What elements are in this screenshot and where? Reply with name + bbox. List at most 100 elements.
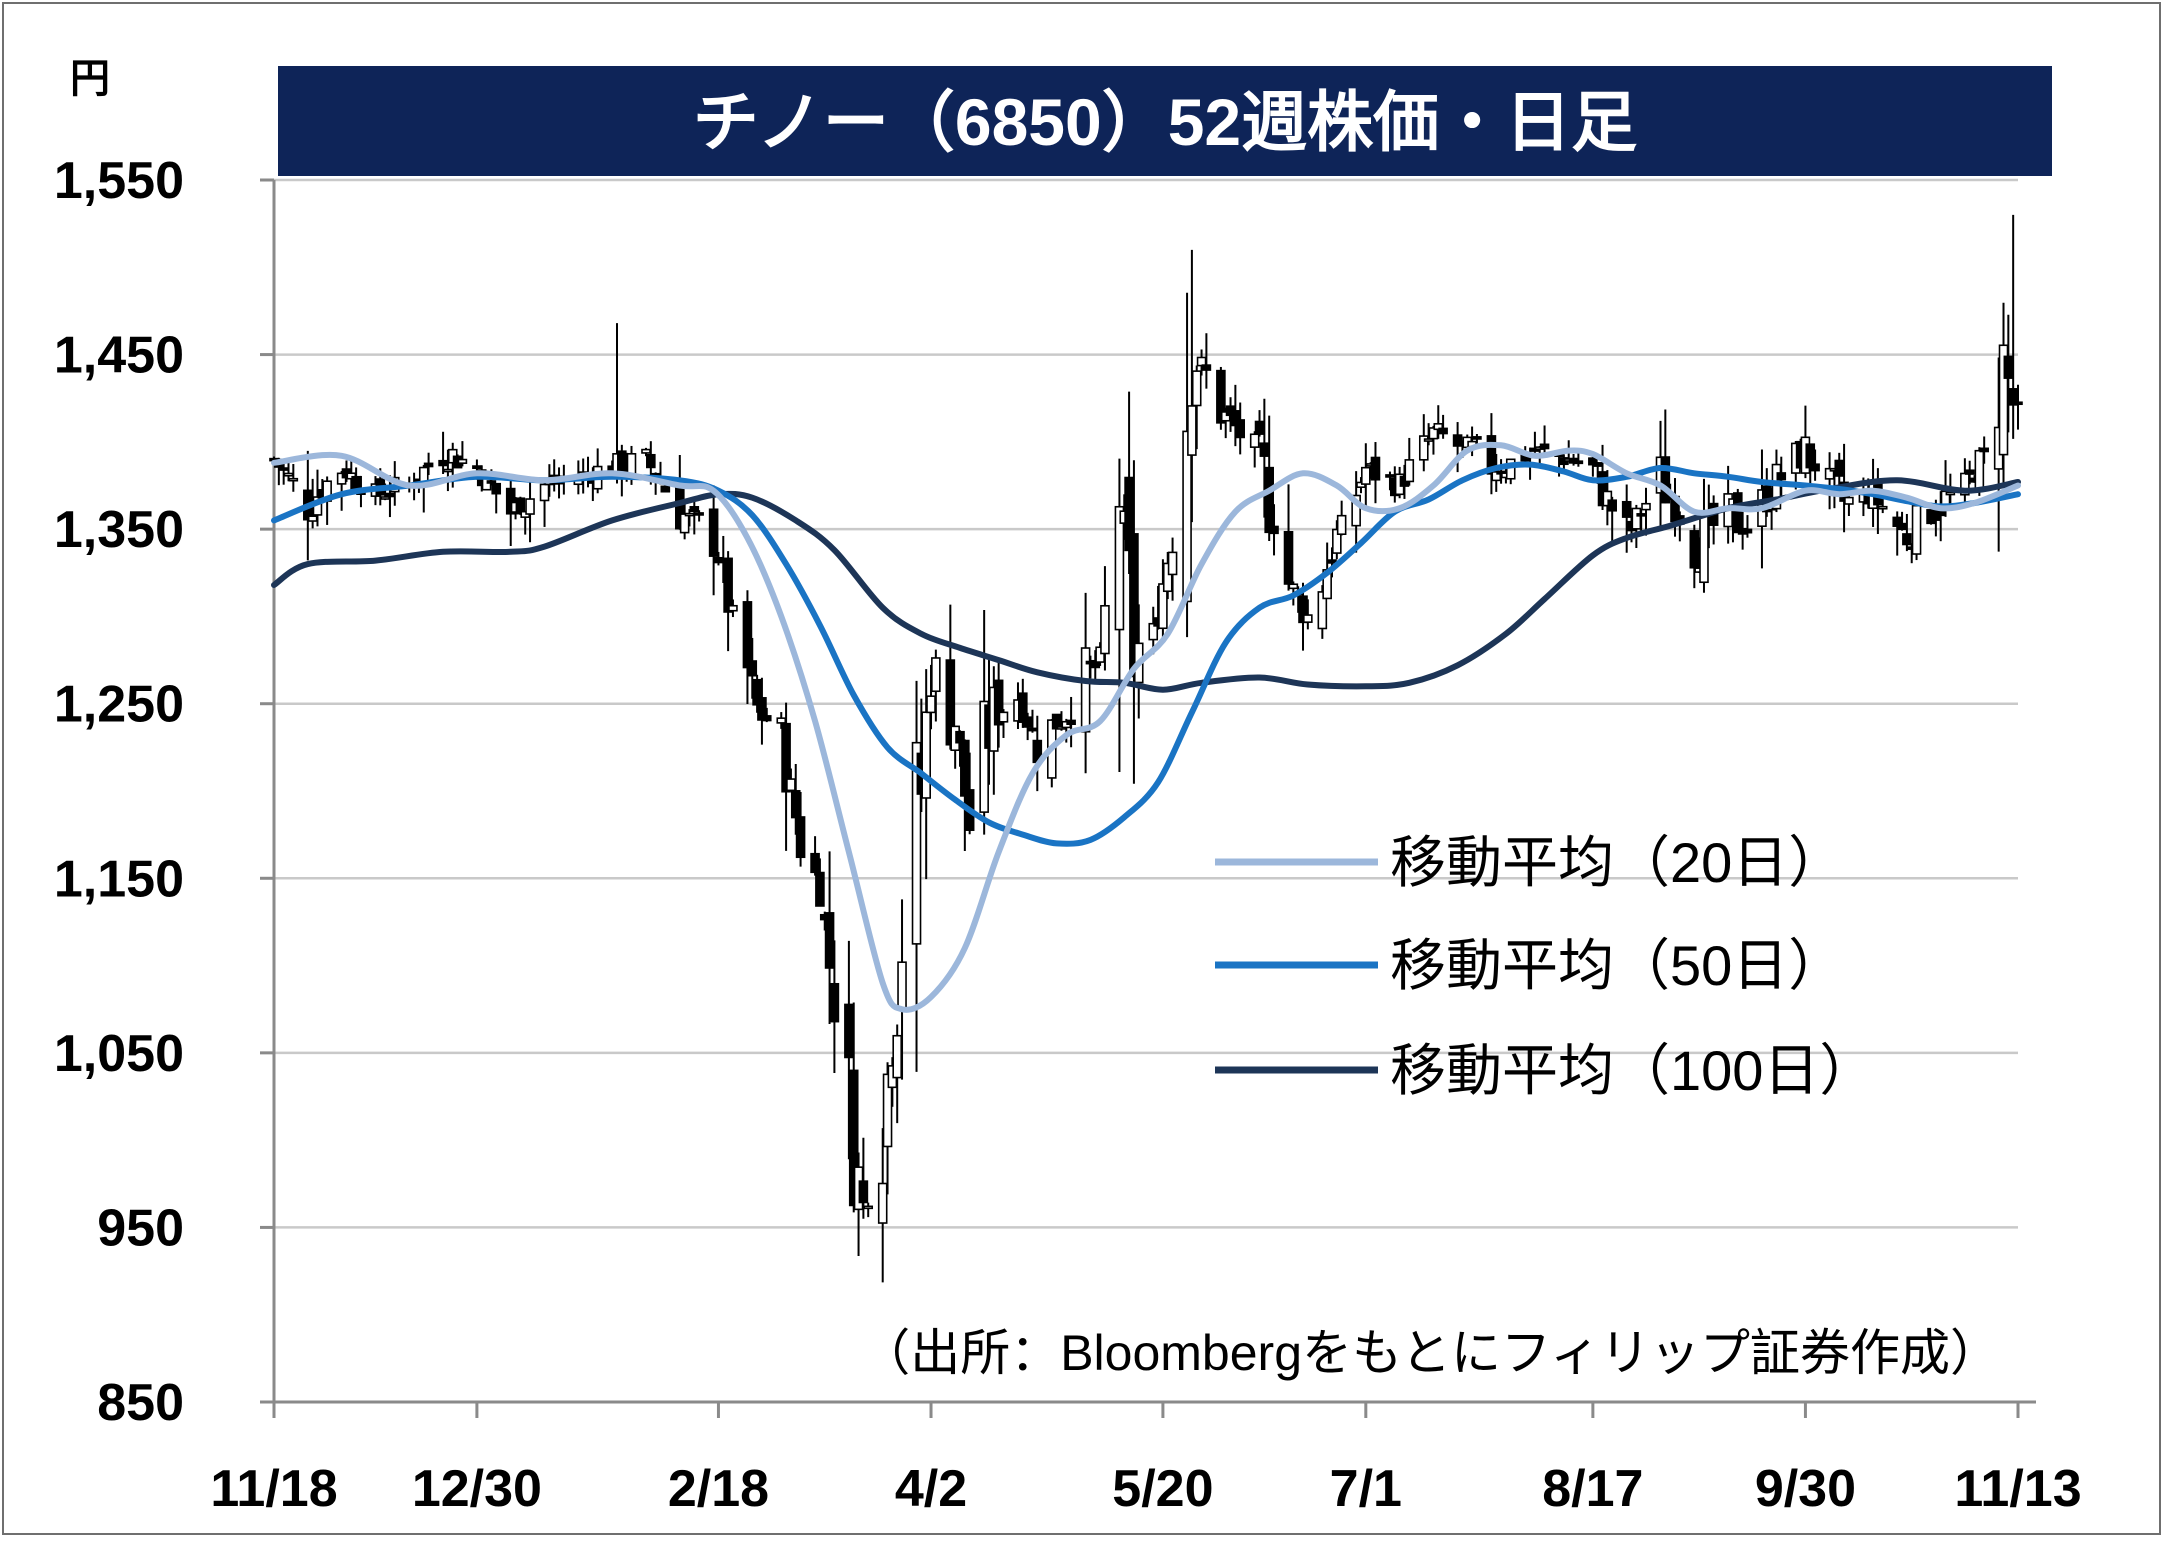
gridlines xyxy=(274,178,2018,1229)
x-tick-label: 8/17 xyxy=(1542,1460,1643,1518)
candle-body xyxy=(1303,614,1313,623)
candle-body xyxy=(1114,505,1125,631)
candle-body xyxy=(921,711,931,799)
candle-body xyxy=(2013,401,2023,406)
candle-body xyxy=(1100,604,1110,655)
candle-body xyxy=(307,515,318,522)
candle-body xyxy=(1935,510,1946,517)
candle-body xyxy=(660,485,671,493)
candle-body xyxy=(1167,551,1178,576)
candle-body xyxy=(882,1073,893,1148)
candle-body xyxy=(815,871,825,907)
candle-body xyxy=(1505,458,1516,480)
candle-body xyxy=(1631,507,1642,530)
candle-body xyxy=(1902,533,1912,546)
candle-body xyxy=(863,1205,874,1210)
candle-body xyxy=(945,659,956,746)
y-tick-label: 1,450 xyxy=(54,327,184,385)
candle-body xyxy=(288,477,299,482)
candle-body xyxy=(486,480,497,484)
candle-body xyxy=(897,961,907,1010)
candle-body xyxy=(1351,494,1361,527)
candle-body xyxy=(761,715,772,722)
candle-body xyxy=(684,512,695,517)
candle-body xyxy=(1660,456,1671,504)
candle-body xyxy=(1776,472,1787,481)
candle-body xyxy=(1249,433,1260,448)
candle-body xyxy=(1742,528,1753,534)
candle-body xyxy=(385,492,395,498)
candle-body xyxy=(1472,436,1482,440)
candle-body xyxy=(829,982,840,1023)
candle-body xyxy=(1066,719,1076,726)
candle-body xyxy=(926,695,936,714)
candle-body xyxy=(1844,496,1854,505)
candle-body xyxy=(993,679,1004,726)
candle-body xyxy=(472,465,482,470)
y-unit-label: 円 xyxy=(70,57,110,101)
x-tick-label: 7/1 xyxy=(1330,1460,1402,1518)
candle-body xyxy=(1979,447,1989,453)
source-note: （出所：Bloombergをもとにフィリップ証券作成） xyxy=(860,1325,2000,1381)
candle-body xyxy=(515,497,526,515)
candle-body xyxy=(877,1182,888,1224)
candle-body xyxy=(491,482,502,495)
x-tick-label: 2/18 xyxy=(668,1460,769,1518)
candle-body xyxy=(1288,583,1299,590)
legend: 移動平均（20日） 移動平均（50日） 移動平均（100日） xyxy=(1215,831,1875,1102)
candle-body xyxy=(911,741,922,945)
candle-body xyxy=(694,512,704,516)
x-tick-label: 5/20 xyxy=(1112,1460,1213,1518)
axes xyxy=(260,178,2036,1418)
candle-body xyxy=(747,660,758,677)
candle-body xyxy=(810,852,820,874)
candle-body xyxy=(1418,435,1429,461)
candle-body xyxy=(641,448,651,454)
candle-body xyxy=(781,722,791,793)
candle-body xyxy=(1254,420,1265,435)
candle-body xyxy=(443,468,453,473)
candle-body xyxy=(1080,647,1091,733)
candle-body xyxy=(824,912,835,969)
candle-body xyxy=(790,790,801,819)
candle-body xyxy=(679,513,690,534)
candle-body xyxy=(1641,502,1651,511)
candle-body xyxy=(1158,583,1168,630)
candle-body xyxy=(1027,727,1038,732)
candle-body xyxy=(1438,427,1448,435)
candle-body xyxy=(1259,442,1270,457)
candle-body xyxy=(1964,469,1975,475)
candle-body xyxy=(457,458,468,464)
y-tick-label: 950 xyxy=(97,1199,184,1257)
legend-label: 移動平均（20日） xyxy=(1390,831,1844,894)
candle-body xyxy=(1621,500,1632,518)
candle-body xyxy=(525,498,535,515)
candle-body xyxy=(1182,430,1192,603)
candle-body xyxy=(1148,622,1159,641)
candle-body xyxy=(1361,466,1371,485)
candle-body xyxy=(1336,514,1347,536)
candle-body xyxy=(708,508,719,557)
candle-body xyxy=(1636,513,1646,517)
candle-body xyxy=(723,557,733,613)
candle-body xyxy=(1911,504,1922,555)
candle-body xyxy=(1018,692,1028,723)
candle-body xyxy=(1283,530,1294,585)
candle-body xyxy=(1022,716,1033,728)
y-tick-label: 850 xyxy=(97,1374,184,1432)
candle-body xyxy=(1235,419,1246,439)
ma-line-1 xyxy=(271,441,2021,1013)
candle-body xyxy=(351,475,361,490)
candle-body xyxy=(998,711,1009,723)
y-tick-label: 1,350 xyxy=(54,501,184,559)
x-tick-label: 11/18 xyxy=(210,1460,337,1518)
candle-body xyxy=(278,467,289,471)
x-tick-label: 9/30 xyxy=(1755,1460,1856,1518)
legend-label: 移動平均（100日） xyxy=(1390,1039,1875,1102)
candle-body xyxy=(1699,511,1709,584)
candle-body xyxy=(1187,405,1197,456)
chart-title: チノー（6850）52週株価・日足 xyxy=(693,85,1637,159)
candle-body xyxy=(795,816,806,859)
x-tick-label: 11/13 xyxy=(1954,1460,2081,1518)
